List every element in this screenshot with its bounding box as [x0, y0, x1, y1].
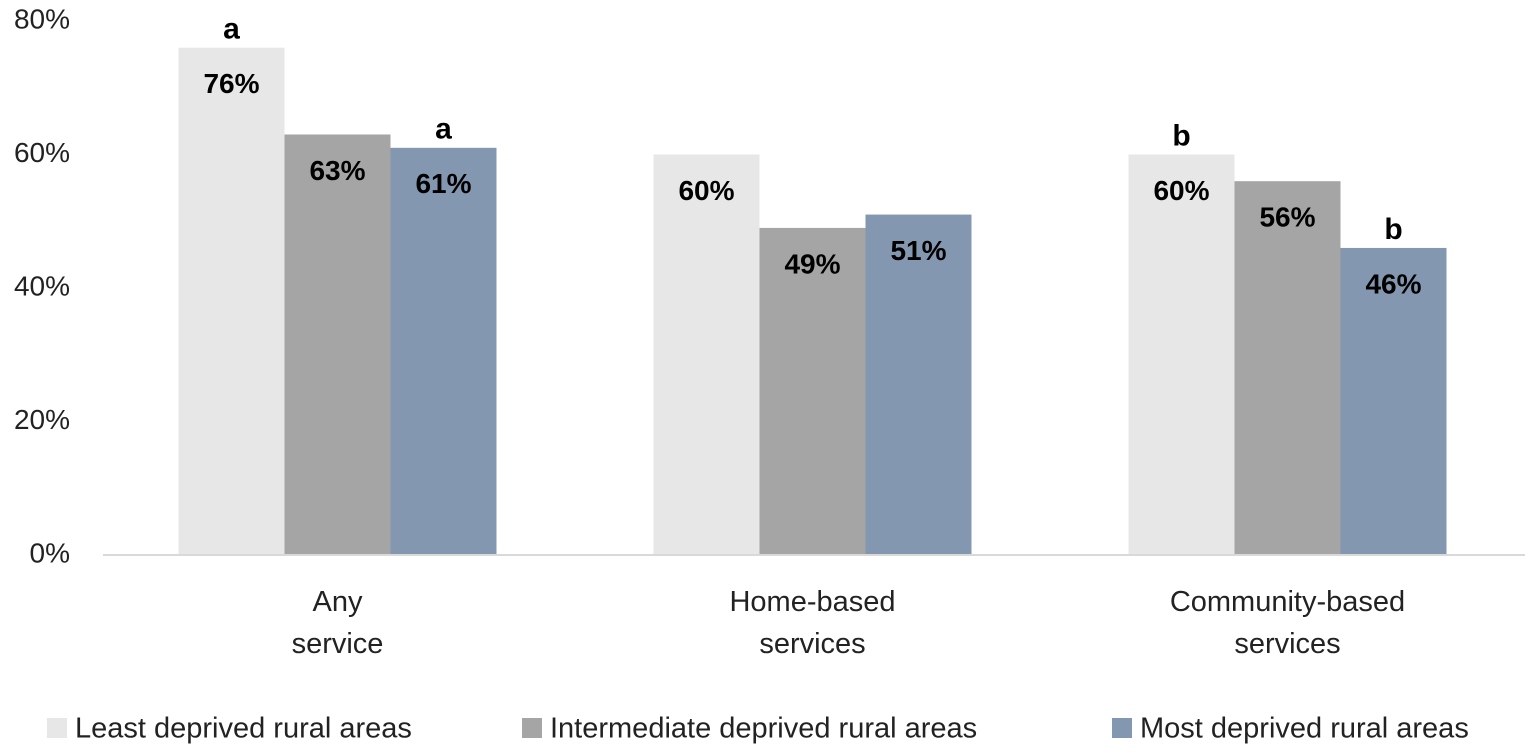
x-tick-label: Community-based services — [1170, 586, 1405, 660]
y-tick-label: 40% — [14, 270, 70, 301]
legend-label: Most deprived rural areas — [1140, 713, 1469, 745]
x-tick-label: Any service — [292, 586, 384, 660]
value-label: 56% — [1259, 202, 1315, 233]
x-tick-label-line: services — [759, 628, 865, 660]
annotation: b — [1384, 213, 1402, 246]
legend-swatch — [47, 718, 67, 738]
annotation: b — [1172, 119, 1190, 152]
y-tick-label: 20% — [14, 404, 70, 435]
x-tick-label-line: Home-based — [729, 586, 895, 618]
value-label: 63% — [309, 155, 365, 186]
legend-swatch — [1112, 718, 1132, 738]
legend-label: Intermediate deprived rural areas — [550, 713, 977, 745]
y-tick-label: 80% — [14, 3, 70, 34]
annotation: a — [223, 13, 240, 46]
value-label: 76% — [203, 68, 259, 99]
bar — [390, 147, 497, 555]
value-label: 60% — [1153, 175, 1209, 206]
annotation: a — [435, 113, 452, 146]
bar — [1128, 154, 1235, 555]
bar — [178, 47, 285, 555]
bar — [1234, 181, 1341, 555]
value-label: 61% — [415, 168, 471, 199]
bar — [653, 154, 760, 555]
bar — [1340, 247, 1447, 555]
x-tick-label-line: services — [1234, 628, 1340, 660]
bar — [284, 134, 391, 555]
x-tick-label: Home-based services — [729, 586, 895, 660]
x-tick-label-line: service — [292, 628, 384, 660]
legend-swatch — [522, 718, 542, 738]
legend-label: Least deprived rural areas — [75, 713, 412, 745]
value-label: 51% — [890, 235, 946, 266]
x-tick-label-line: Any — [313, 586, 363, 618]
value-label: 60% — [678, 175, 734, 206]
x-tick-label-line: Community-based — [1170, 586, 1405, 618]
bar — [865, 214, 972, 555]
y-tick-label: 60% — [14, 137, 70, 168]
value-label: 46% — [1365, 268, 1421, 299]
bar — [759, 227, 866, 556]
y-tick-label: 0% — [30, 537, 70, 568]
value-label: 49% — [784, 248, 840, 279]
